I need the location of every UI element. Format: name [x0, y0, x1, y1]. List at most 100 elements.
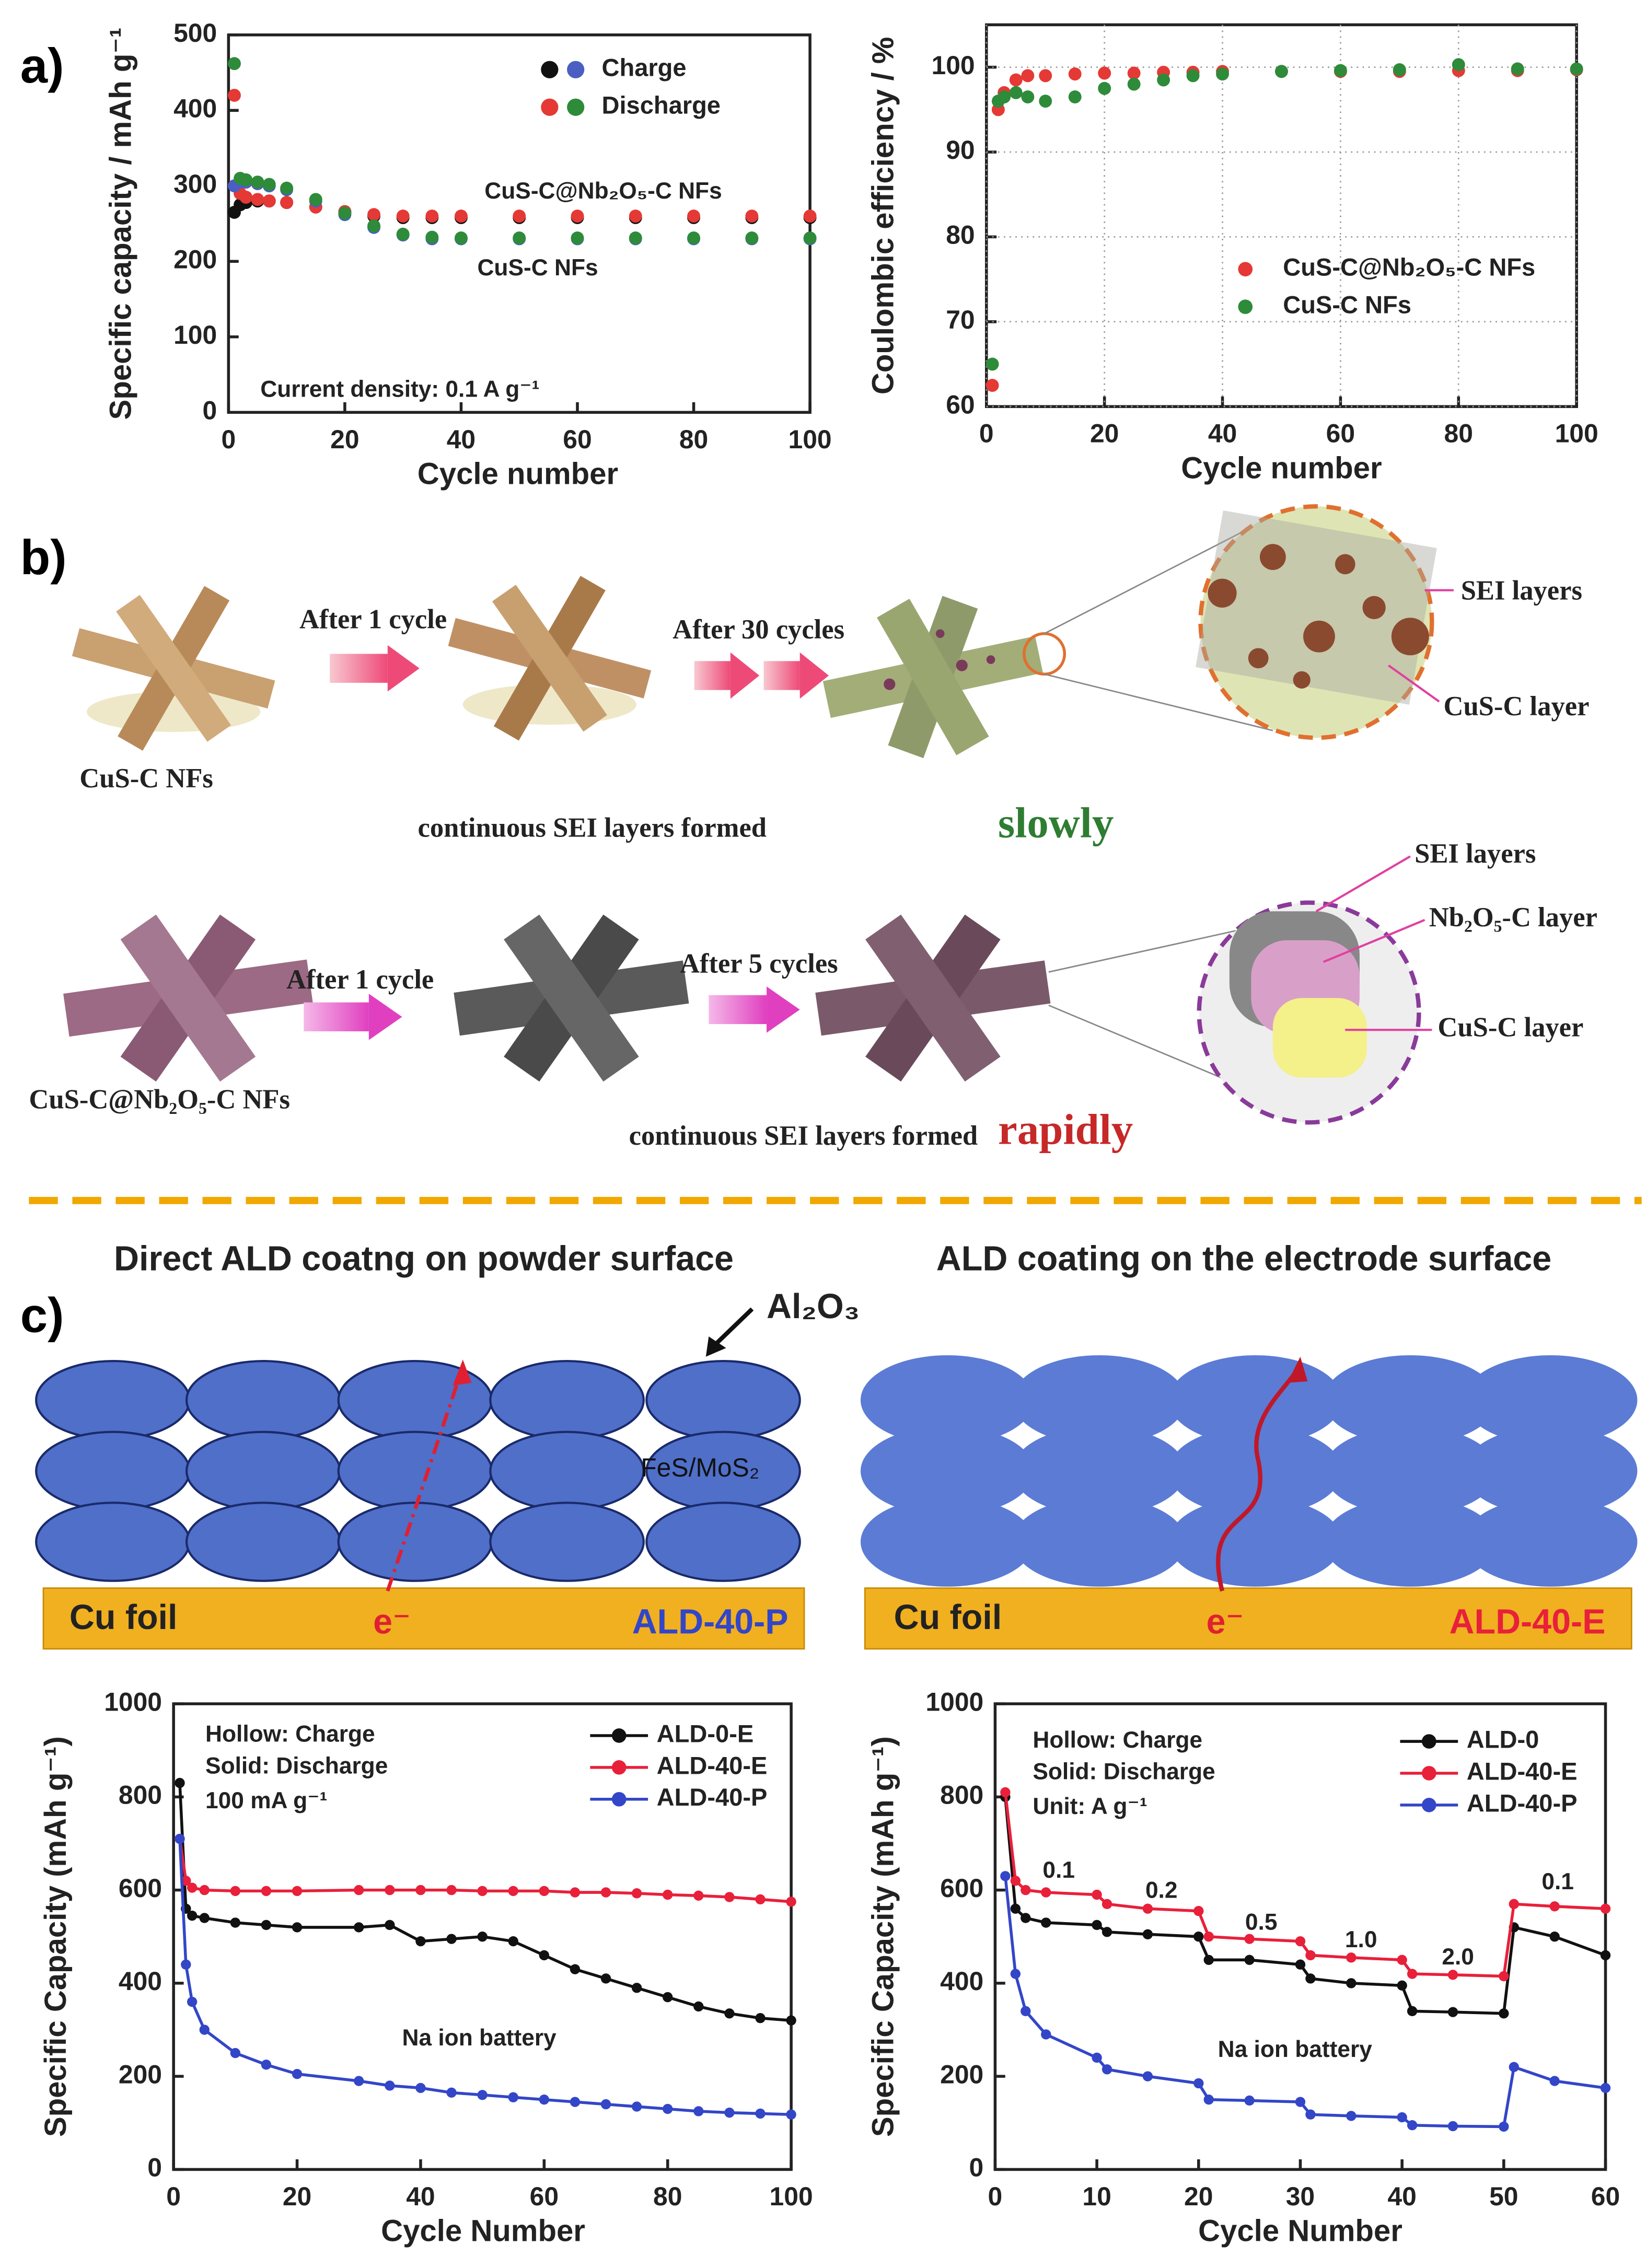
data-point [1021, 1913, 1031, 1923]
legend-label: ALD-40-E [1467, 1757, 1578, 1785]
annotation: Na ion battery [402, 2025, 557, 2051]
legend-marker [567, 61, 585, 78]
legend-label: ALD-0-E [657, 1719, 754, 1747]
data-point [687, 210, 700, 223]
y-axis-title: Specific capacity / mAh g⁻¹ [104, 28, 138, 420]
caption: continuous SEI layers formed [418, 812, 767, 843]
data-point [1549, 2076, 1560, 2086]
data-point [539, 1886, 550, 1897]
legend-marker [1421, 1766, 1436, 1781]
data-line [178, 1839, 792, 1903]
data-point [786, 2109, 796, 2120]
y-tick-label: 0 [969, 2153, 984, 2182]
particle [645, 1502, 801, 1582]
diagram-title: Direct ALD coatng on powder surface [114, 1240, 734, 1278]
y-tick-label: 800 [119, 1781, 162, 1810]
data-point [251, 193, 264, 206]
data-point [631, 2101, 642, 2112]
data-point [1295, 2097, 1306, 2107]
x-tick-label: 60 [1591, 2182, 1620, 2211]
data-point [239, 173, 253, 187]
x-tick-label: 40 [406, 2182, 435, 2211]
data-point [1600, 1950, 1611, 1961]
y-tick-label: 1000 [925, 1687, 983, 1716]
annotation: Current density: 0.1 A g⁻¹ [260, 376, 539, 402]
cu-foil [42, 1587, 805, 1650]
arrowhead [705, 1336, 726, 1357]
data-point [230, 1917, 241, 1928]
data-point [454, 210, 468, 223]
x-tick-label: 60 [530, 2182, 559, 2211]
y-tick-label: 0 [202, 396, 217, 425]
x-tick-label: 40 [447, 425, 476, 454]
data-point [571, 210, 584, 223]
data-point [1447, 1970, 1458, 1980]
rate-label: 2.0 [1442, 1944, 1474, 1970]
data-point [1499, 1971, 1509, 1982]
data-point [1216, 67, 1229, 81]
legend-marker [1238, 299, 1253, 315]
particle [1464, 1355, 1638, 1445]
legend-marker [567, 98, 585, 116]
x-axis-title: Cycle Number [381, 2214, 585, 2248]
data-point [1511, 62, 1524, 76]
data-point [1203, 1955, 1214, 1965]
data-point [1305, 2109, 1316, 2120]
data-point [1041, 1917, 1051, 1928]
sample-label: CuS-C NFs [79, 763, 213, 794]
data-point [755, 2108, 766, 2119]
data-point [1203, 1932, 1214, 1942]
data-point [570, 1964, 581, 1974]
rate-label: 0.1 [1541, 1869, 1574, 1894]
legend-marker [1421, 1734, 1436, 1749]
data-point [1000, 1871, 1011, 1881]
data-point [199, 2025, 210, 2035]
y-tick-label: 200 [940, 2060, 983, 2089]
data-point [446, 1934, 457, 1944]
cus-c-nf-illustrations [72, 504, 1454, 759]
data-point [446, 2087, 457, 2098]
particle-label: FeS/MoS₂ [641, 1453, 759, 1482]
data-point [292, 2068, 303, 2079]
data-point [663, 1889, 673, 1900]
data-point [367, 219, 380, 232]
data-point [986, 357, 999, 371]
x-tick-label: 80 [679, 425, 708, 454]
annotation: Solid: Discharge [205, 1753, 388, 1779]
data-point [239, 191, 253, 204]
particle [337, 1430, 493, 1511]
particle [860, 1355, 1035, 1445]
data-line [178, 1839, 792, 2116]
data-point [539, 2095, 550, 2105]
annotation: 100 mA g⁻¹ [205, 1788, 327, 1813]
data-point [385, 1920, 395, 1930]
data-point [251, 176, 264, 189]
legend-marker [1421, 1798, 1436, 1812]
y-tick-label: 1000 [104, 1687, 162, 1716]
particle [35, 1430, 191, 1511]
data-point [1092, 2052, 1102, 2063]
data-point [1041, 1887, 1051, 1898]
data-point [1305, 1950, 1316, 1961]
sample-label: CuS-C@Nb₂O₅-C NFs [29, 1085, 290, 1115]
x-tick-label: 100 [1555, 419, 1598, 448]
data-point [1010, 1876, 1021, 1886]
data-point [786, 2015, 796, 2026]
data-point [1600, 1903, 1611, 1914]
electron-path [386, 1366, 465, 1592]
data-point [228, 57, 241, 71]
rate-label: 0.2 [1145, 1878, 1178, 1903]
data-point [755, 2013, 766, 2023]
data-point [385, 2080, 395, 2091]
panel-label: c) [20, 1288, 64, 1343]
data-point [570, 1887, 581, 1898]
data-point [508, 2092, 518, 2102]
electron-label: e⁻ [373, 1602, 411, 1641]
x-axis-title: Cycle Number [1198, 2214, 1402, 2248]
y-tick-label: 80 [946, 220, 975, 250]
data-line [178, 1783, 792, 2022]
annotation: Hollow: Charge [205, 1722, 375, 1747]
powder-particles [35, 1360, 801, 1582]
data-point [508, 1886, 518, 1897]
